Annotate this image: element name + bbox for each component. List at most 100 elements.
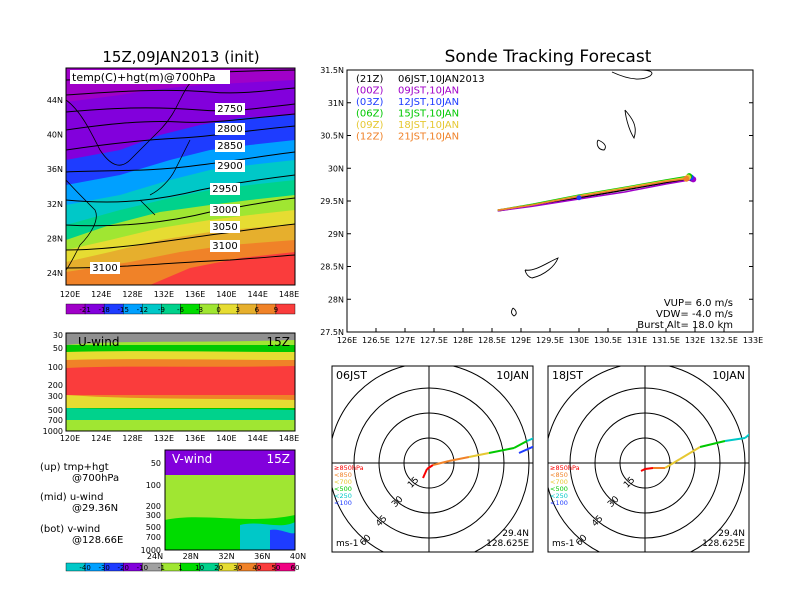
left-map-lon-label: 140E bbox=[216, 290, 236, 299]
contour-label: 3100 bbox=[92, 263, 117, 274]
wind-colorbar-swatch bbox=[275, 562, 296, 572]
uwind-pressure-label: 1000 bbox=[43, 427, 63, 436]
track-burst: Burst Alt= 18.0 km bbox=[637, 320, 733, 331]
track-lon-label: 128.5E bbox=[478, 336, 506, 345]
track-lat-label: 29.5N bbox=[320, 197, 344, 206]
wind-colorbar-label: 1 bbox=[178, 564, 182, 572]
track-legend-label: 18JST,10JAN bbox=[398, 120, 459, 131]
temp-colorbar-label: 0 bbox=[216, 306, 220, 314]
legend-up-2: @700hPa bbox=[72, 473, 119, 484]
vwind-pressure-label: 50 bbox=[151, 459, 161, 468]
left-map-lat-label: 24N bbox=[47, 269, 63, 278]
left-map-lon-label: 148E bbox=[279, 290, 299, 299]
wind-colorbar: -40 -30 -20 -10 -1 1 10 20 30 40 50 60 bbox=[65, 562, 300, 572]
vwind-pressure-label: 1000 bbox=[141, 546, 161, 555]
hodo-wind-segment bbox=[751, 433, 755, 438]
uwind-label: U-wind bbox=[78, 335, 119, 349]
vwind-pressure-label: 100 bbox=[146, 481, 161, 490]
uwind-lon-label: 128E bbox=[122, 434, 142, 443]
contour-label: 2750 bbox=[217, 104, 242, 115]
track-legend-time: (09Z) bbox=[356, 120, 383, 131]
vwind-lat-label: 28N bbox=[183, 552, 199, 561]
wind-colorbar-label: 30 bbox=[233, 564, 242, 572]
track-lon-label: 127.5E bbox=[420, 336, 448, 345]
track-lat-label: 30.5N bbox=[320, 132, 344, 141]
hodo-wind-segment bbox=[518, 445, 533, 454]
hodo-level-label: <100 bbox=[334, 499, 352, 507]
track-lon-label: 130E bbox=[569, 336, 589, 345]
hodo-wind-segment bbox=[640, 468, 646, 472]
contour-label: 3050 bbox=[212, 222, 237, 233]
hodo-wind-segment bbox=[679, 446, 701, 460]
hodo-level-label: <700 bbox=[550, 478, 568, 486]
track-lat-label: 31.5N bbox=[320, 66, 344, 75]
left-map-lat-label: 32N bbox=[47, 200, 63, 209]
wind-colorbar-label: -40 bbox=[79, 564, 90, 572]
hodo-lon: 128.625E bbox=[486, 539, 529, 549]
vwind-section bbox=[165, 450, 295, 550]
hodo-wind-segment bbox=[699, 440, 726, 448]
vwind-pressure-label: 300 bbox=[146, 511, 161, 520]
temp-colorbar-label: 9 bbox=[274, 306, 278, 314]
hodo-level-label: <250 bbox=[334, 492, 352, 500]
left-map-lon-labels: 120E 124E 128E 132E 136E 140E 144E 148E bbox=[60, 290, 299, 299]
hodo-date: 10JAN bbox=[712, 369, 745, 382]
track-lon-label: 132.5E bbox=[710, 336, 738, 345]
hodo-wind-segment bbox=[526, 437, 533, 442]
hodo-lat: 29.4N bbox=[718, 529, 745, 539]
track-ticks bbox=[346, 69, 754, 333]
wind-colorbar-label: 20 bbox=[214, 564, 223, 572]
track-lat-label: 28N bbox=[328, 295, 344, 304]
track-burst-point bbox=[683, 175, 690, 182]
wind-colorbar-label: 10 bbox=[195, 564, 204, 572]
wind-colorbar-label: 40 bbox=[252, 564, 261, 572]
contour-label: 3000 bbox=[212, 205, 237, 216]
temperature-map bbox=[66, 68, 295, 285]
track-lon-label: 128E bbox=[453, 336, 473, 345]
temp-colorbar-label: -12 bbox=[137, 306, 148, 314]
wind-colorbar-label: -1 bbox=[158, 564, 165, 572]
hodo-wind-segment bbox=[534, 438, 537, 445]
wind-colorbar-label: 60 bbox=[291, 564, 300, 572]
vwind-pressure-label: 500 bbox=[146, 523, 161, 532]
track-legend-label: 12JST,10JAN bbox=[398, 97, 459, 108]
left-map-lat-label: 44N bbox=[47, 96, 63, 105]
hodo-wind-segment bbox=[432, 460, 450, 466]
hodo-level-label: ≥850hPa bbox=[334, 464, 364, 472]
uwind-pressure-label: 100 bbox=[48, 363, 63, 372]
left-map-lon-label: 120E bbox=[60, 290, 80, 299]
track-lon-label: 129.5E bbox=[536, 336, 564, 345]
track-lines bbox=[497, 173, 697, 212]
hodo-wind-segment bbox=[513, 440, 528, 449]
contour-label: 2800 bbox=[217, 124, 242, 135]
track-lon-label: 132E bbox=[685, 336, 705, 345]
left-map-lon-label: 144E bbox=[248, 290, 268, 299]
track-title: Sonde Tracking Forecast bbox=[445, 47, 652, 67]
left-map-lon-label: 132E bbox=[154, 290, 174, 299]
track-mid-point bbox=[576, 195, 582, 201]
track-vdw: VDW= -4.0 m/s bbox=[656, 309, 733, 320]
uwind-pressure-label: 300 bbox=[48, 392, 63, 401]
track-lon-label: 126E bbox=[337, 336, 357, 345]
track-line bbox=[497, 178, 694, 212]
vwind-lat-label: 24N bbox=[147, 552, 163, 561]
hodo-wind-segment bbox=[488, 447, 515, 454]
track-lon-label: 129E bbox=[511, 336, 531, 345]
hodo-level-label: <500 bbox=[550, 485, 568, 493]
hodo-level-label: <250 bbox=[550, 492, 568, 500]
track-lat-labels: 31.5N 31N 30.5N 30N 29.5N 29N 28.5N 28N 27.5N bbox=[320, 66, 344, 337]
track-lon-labels: 126E 126.5E 127E 127.5E 128E 128.5E 129E 129.5E… bbox=[337, 336, 763, 345]
legend-mid: (mid) u-wind bbox=[40, 492, 103, 503]
hodo-level-label: <700 bbox=[334, 478, 352, 486]
hodo-inner bbox=[332, 366, 537, 552]
hodo-level-label: ≥850hPa bbox=[550, 464, 580, 472]
vwind-pressure-label: 200 bbox=[146, 502, 161, 511]
track-coastlines bbox=[511, 70, 653, 317]
vwind-label: V-wind bbox=[172, 452, 212, 466]
hodo-wind-segment bbox=[422, 468, 428, 479]
contour-label: 2850 bbox=[217, 141, 242, 152]
left-map-lat-label: 36N bbox=[47, 165, 63, 174]
uwind-frame bbox=[65, 332, 296, 432]
